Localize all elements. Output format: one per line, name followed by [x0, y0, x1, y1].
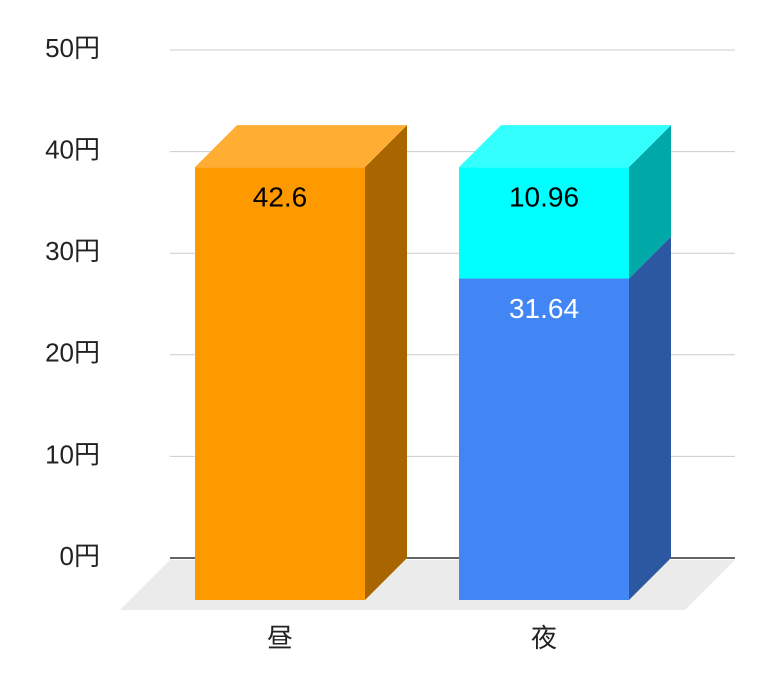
bar	[459, 167, 629, 279]
x-tick-label: 昼	[267, 623, 293, 653]
y-tick-label: 50円	[45, 33, 100, 63]
bar-side	[629, 236, 671, 600]
bar-top	[195, 125, 407, 168]
value-label: 31.64	[509, 293, 579, 324]
value-label: 42.6	[253, 182, 308, 213]
value-label: 10.96	[509, 182, 579, 213]
y-tick-label: 10円	[45, 439, 100, 469]
y-tick-label: 20円	[45, 338, 100, 368]
bar-top	[459, 125, 671, 168]
y-tick-label: 0円	[60, 541, 100, 571]
bar	[195, 167, 365, 600]
bar-side	[365, 125, 407, 601]
bar-side	[629, 125, 671, 279]
y-tick-label: 40円	[45, 134, 100, 164]
x-tick-label: 夜	[531, 623, 557, 653]
bar	[459, 278, 629, 600]
y-tick-label: 30円	[45, 236, 100, 266]
